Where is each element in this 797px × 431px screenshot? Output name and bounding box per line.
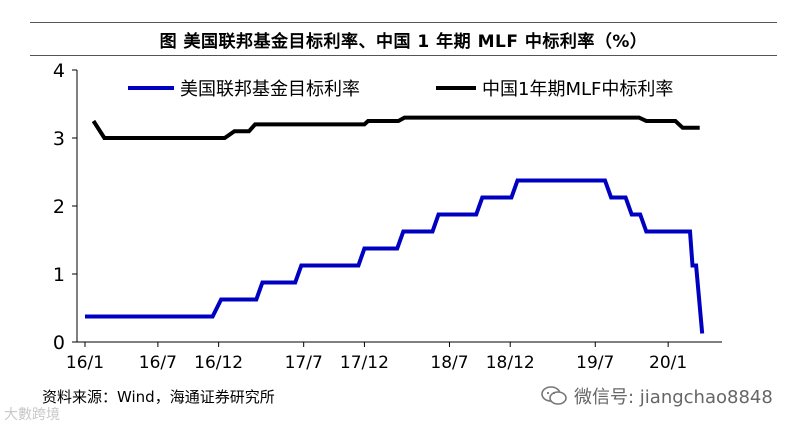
x-axis-ticks: 16/1 16/7 16/12 17/7 17/12 18/7 18/12 19/7 20/1: [66, 342, 687, 373]
legend-label-1: 美国联邦基金目标利率: [180, 79, 360, 100]
x-tick-label: 20/1: [649, 353, 687, 373]
brand-watermark: 大數跨境: [4, 407, 60, 423]
legend-label-2: 中国1年期MLF中标利率: [482, 79, 673, 100]
wechat-id: 微信号: jiangchao8848: [574, 387, 773, 408]
chart-title: 图 美国联邦基金目标利率、中国 1 年期 MLF 中标利率（%）: [30, 22, 777, 56]
y-axis-ticks: 0 1 2 3 4: [53, 60, 77, 354]
wechat-icon: [541, 386, 567, 405]
x-tick-label: 16/7: [139, 353, 177, 373]
x-tick-label: 19/7: [576, 353, 614, 373]
x-tick-label: 16/1: [66, 353, 104, 373]
x-tick-label: 16/12: [194, 353, 243, 373]
x-tick-label: 17/7: [285, 353, 323, 373]
series-line-1: [85, 178, 705, 334]
wechat-watermark: 微信号: jiangchao8848: [540, 383, 773, 409]
x-tick-label: 18/12: [486, 353, 535, 373]
chart-legend: 美国联邦基金目标利率 中国1年期MLF中标利率: [128, 79, 673, 100]
chart-axes: [76, 70, 722, 343]
y-tick-label: 3: [53, 128, 65, 150]
y-tick-label: 0: [53, 332, 65, 354]
source-note: 资料来源：Wind，海通证券研究所: [42, 388, 275, 406]
y-tick-label: 4: [53, 60, 65, 82]
chart-series: [85, 115, 705, 334]
x-tick-label: 17/12: [340, 353, 389, 373]
y-tick-label: 1: [53, 264, 65, 286]
series-line-2: [91, 115, 700, 140]
y-tick-label: 2: [53, 196, 65, 218]
x-tick-label: 18/7: [430, 353, 468, 373]
